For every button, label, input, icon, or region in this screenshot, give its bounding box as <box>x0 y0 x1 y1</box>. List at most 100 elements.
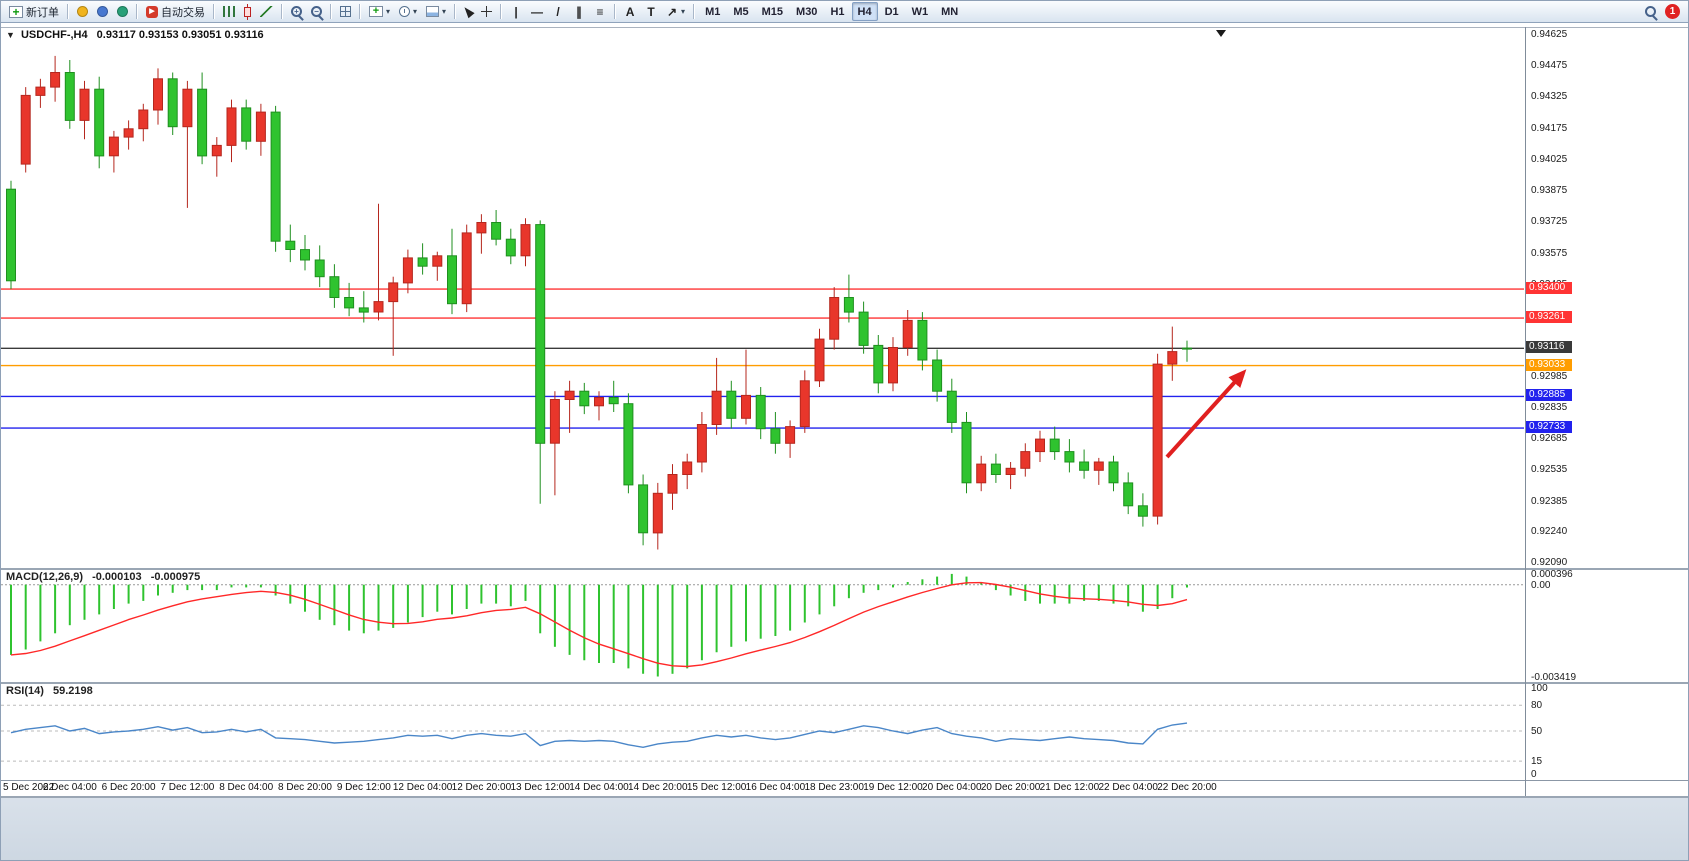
time-axis-label: 8 Dec 20:00 <box>278 782 332 793</box>
time-axis-label: 14 Dec 04:00 <box>569 782 629 793</box>
text-label-icon: T <box>647 4 655 19</box>
notification-count-badge[interactable]: 1 <box>1661 2 1684 21</box>
line-chart-icon <box>260 6 273 17</box>
autotrading-button[interactable]: ▶ 自动交易 <box>142 2 209 21</box>
time-axis-label: 16 Dec 04:00 <box>745 782 806 793</box>
timeframe-h1-button[interactable]: H1 <box>824 2 850 21</box>
time-axis-label: 7 Dec 12:00 <box>160 782 215 793</box>
rsi-axis-label: 50 <box>1531 726 1543 737</box>
time-axis-label: 9 Dec 12:00 <box>336 782 391 793</box>
toolbar-separator <box>330 4 332 19</box>
chart-ohlc: 0.93117 0.93153 0.93051 0.93116 <box>96 29 264 41</box>
chart-area: ▼ USDCHF-,H4 0.93117 0.93153 0.93051 0.9… <box>1 23 1688 860</box>
periods-button[interactable]: ▾ <box>395 2 421 21</box>
timeframe-h4-button[interactable]: H4 <box>851 2 878 21</box>
chart-canvas[interactable] <box>1 23 1689 861</box>
rsi-label: RSI(14) 59.2198 <box>6 685 99 697</box>
fibonacci-button[interactable]: ≡ <box>590 2 610 21</box>
notifications-button[interactable] <box>73 2 92 21</box>
templates-button[interactable]: ▾ <box>422 2 450 21</box>
bar-chart-button[interactable] <box>219 2 239 21</box>
rsi-value: 59.2198 <box>52 685 93 697</box>
price-level-badge: 0.92733 <box>1526 421 1572 434</box>
price-level-badge: 0.92885 <box>1526 389 1572 402</box>
time-axis-label: 14 Dec 20:00 <box>628 782 688 793</box>
trendline-icon: / <box>556 4 560 19</box>
dropdown-caret-icon: ▾ <box>442 7 447 16</box>
candlestick-icon <box>244 3 251 20</box>
macd-value-signal: -0.000975 <box>150 571 201 583</box>
price-axis-label: 0.93725 <box>1531 216 1568 228</box>
rsi-axis-label: 0 <box>1531 769 1537 780</box>
toolbar-separator <box>136 4 138 19</box>
candlestick-chart-button[interactable] <box>240 2 255 21</box>
price-level-badge: 0.93261 <box>1526 311 1572 324</box>
time-axis-label: 12 Dec 20:00 <box>451 782 512 793</box>
time-axis-label: 6 Dec 04:00 <box>42 782 97 793</box>
macd-axis-label: -0.003419 <box>1531 672 1577 683</box>
time-axis-label: 13 Dec 12:00 <box>510 782 570 793</box>
timeframe-m15-button-label: M15 <box>761 5 784 18</box>
new-order-button-label: 新订单 <box>26 6 59 19</box>
rsi-axis-label: 100 <box>1531 683 1548 694</box>
timeframe-mn-button[interactable]: MN <box>935 2 964 21</box>
time-axis-label: 18 Dec 23:00 <box>804 782 864 793</box>
time-axis-label: 20 Dec 20:00 <box>980 782 1041 793</box>
toolbar: + 新订单 ▶ 自动交易 + − + ▾ ▾ ▾ | — / ∥ ≡ A T ↗ ▾ M1 M5 M15 M30 H1 H4 D1… <box>1 1 1688 23</box>
time-axis-label: 15 Dec 12:00 <box>686 782 747 793</box>
macd-axis-label: 0.000396 <box>1531 569 1573 580</box>
text-button[interactable]: A <box>620 2 640 21</box>
arrows-button[interactable]: ↗ ▾ <box>662 2 689 21</box>
price-axis-label: 0.92535 <box>1531 464 1568 476</box>
zoom-in-button[interactable]: + <box>287 2 306 21</box>
timeframe-m15-button[interactable]: M15 <box>756 2 789 21</box>
templates-icon <box>426 6 440 17</box>
periods-icon <box>399 6 411 17</box>
time-axis-border <box>1 780 1688 781</box>
horizontal-line-icon: — <box>531 4 544 19</box>
text-icon: A <box>625 4 635 19</box>
chart-header: ▼ USDCHF-,H4 0.93117 0.93153 0.93051 0.9… <box>6 29 264 41</box>
dropdown-caret-icon: ▾ <box>386 7 391 16</box>
timeframe-mn-button-label: MN <box>941 5 959 18</box>
time-axis-label: 6 Dec 20:00 <box>101 782 156 793</box>
market-button[interactable] <box>113 2 132 21</box>
timeframe-w1-button[interactable]: W1 <box>906 2 935 21</box>
trendline-button[interactable]: / <box>548 2 568 21</box>
channel-button[interactable]: ∥ <box>569 2 589 21</box>
bell-icon <box>77 6 88 17</box>
timeframe-m1-button[interactable]: M1 <box>699 2 726 21</box>
rsi-panel-divider[interactable] <box>1 682 1688 684</box>
timeframe-m5-button[interactable]: M5 <box>727 2 754 21</box>
rsi-axis-label: 15 <box>1531 756 1543 768</box>
chart-collapse-icon[interactable]: ▼ <box>6 30 15 40</box>
text-label-button[interactable]: T <box>641 2 661 21</box>
price-level-badge: 0.93400 <box>1526 282 1572 295</box>
zoom-out-button[interactable]: − <box>307 2 326 21</box>
cursor-button[interactable] <box>460 2 476 21</box>
crosshair-button[interactable] <box>477 2 496 21</box>
community-button[interactable] <box>93 2 112 21</box>
window-bottom-strip <box>1 797 1688 860</box>
price-axis-border <box>1525 27 1526 797</box>
horizontal-line-button[interactable]: — <box>527 2 547 21</box>
price-level-badge: 0.93116 <box>1526 341 1572 354</box>
time-axis-label: 19 Dec 12:00 <box>863 782 923 793</box>
timeframe-w1-button-label: W1 <box>911 5 929 18</box>
vertical-line-icon: | <box>514 4 518 19</box>
line-chart-button[interactable] <box>256 2 277 21</box>
timeframe-m30-button[interactable]: M30 <box>790 2 823 21</box>
new-order-button[interactable]: + 新订单 <box>5 2 63 21</box>
search-button[interactable] <box>1641 2 1660 21</box>
time-axis-label: 22 Dec 04:00 <box>1098 782 1158 793</box>
vertical-line-button[interactable]: | <box>506 2 526 21</box>
timeframe-d1-button[interactable]: D1 <box>879 2 905 21</box>
price-axis-label: 0.94475 <box>1531 60 1568 72</box>
toolbar-separator <box>213 4 215 19</box>
toolbar-separator <box>500 4 503 19</box>
toolbar-separator <box>454 4 457 19</box>
indicators-button[interactable]: + ▾ <box>365 2 394 21</box>
macd-label: MACD(12,26,9) -0.000103 -0.000975 <box>6 571 206 583</box>
macd-panel-divider[interactable] <box>1 568 1688 570</box>
tile-windows-button[interactable] <box>336 2 355 21</box>
